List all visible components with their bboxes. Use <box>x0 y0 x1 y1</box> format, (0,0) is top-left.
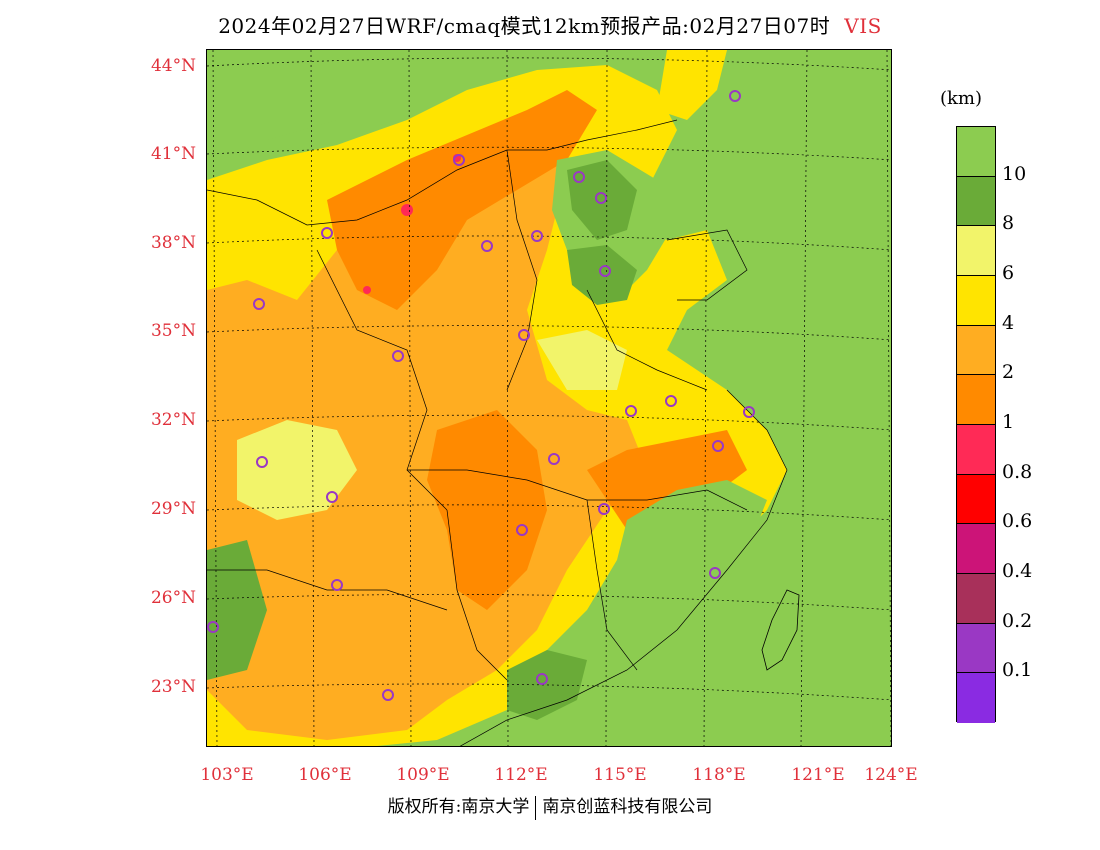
city-markers <box>207 90 755 701</box>
taiwan-island <box>761 589 800 671</box>
lat-label: 38°N <box>150 233 196 253</box>
legend-swatch <box>957 325 995 376</box>
title-main: 2024年02月27日WRF/cmaq模式12km预报产品:02月27日07时 <box>218 14 831 38</box>
legend-swatch <box>957 275 995 326</box>
land-yellow-coast <box>657 50 727 120</box>
legend-label: 8 <box>1002 212 1015 235</box>
legend-label: 2 <box>1002 361 1015 384</box>
legend-label: 6 <box>1002 262 1015 284</box>
land-green <box>207 50 407 160</box>
low-vis-spot <box>401 204 413 216</box>
legend-swatch <box>957 474 995 525</box>
legend-swatch <box>957 424 995 475</box>
legend-swatch <box>957 127 995 177</box>
legend-label: 0.2 <box>1002 609 1033 632</box>
legend-label: 0.1 <box>1002 659 1033 682</box>
land-light-yellow <box>537 330 627 390</box>
title-variable: VIS <box>844 14 882 38</box>
legend-unit: (km) <box>940 88 983 109</box>
land-dark-green <box>567 160 637 240</box>
legend-label: 1 <box>1002 411 1015 433</box>
lon-label: 106°E <box>298 765 352 785</box>
lon-label: 118°E <box>692 765 746 785</box>
copyright-separator <box>535 795 537 820</box>
legend-label: 4 <box>1002 311 1015 334</box>
copyright-right: 南京创蓝科技有限公司 <box>542 797 713 817</box>
land-dark-green <box>207 540 267 680</box>
legend-label: 10 <box>1002 162 1027 185</box>
lat-label: 41°N <box>150 144 196 164</box>
chart-title: 2024年02月27日WRF/cmaq模式12km预报产品:02月27日07时 V… <box>0 10 1100 39</box>
land-orange <box>207 130 647 740</box>
lon-label: 112°E <box>494 765 548 785</box>
lon-label: 124°E <box>864 765 918 785</box>
lon-label: 109°E <box>396 765 450 785</box>
legend-swatch <box>957 623 995 674</box>
lon-label: 115°E <box>593 765 647 785</box>
legend-swatch <box>957 226 995 276</box>
copyright: 版权所有:南京大学 南京创蓝科技有限公司 <box>0 792 1100 820</box>
legend-swatch <box>957 375 995 425</box>
lat-label: 23°N <box>150 677 196 697</box>
visibility-map <box>206 49 892 747</box>
legend-swatch <box>957 524 995 574</box>
legend-swatch <box>957 176 995 227</box>
lon-label: 121°E <box>791 765 845 785</box>
map-svg <box>207 50 891 746</box>
copyright-left: 版权所有:南京大学 <box>387 797 530 817</box>
lat-label: 35°N <box>150 321 196 341</box>
legend-label: 0.6 <box>1002 510 1033 533</box>
lon-label: 103°E <box>200 765 254 785</box>
province-borders <box>207 119 788 746</box>
land-dark-orange <box>327 90 597 310</box>
legend-swatch <box>957 573 995 624</box>
legend-label: 0.8 <box>1002 460 1033 483</box>
legend-label: 0.4 <box>1002 560 1033 582</box>
lat-label: 32°N <box>150 410 196 430</box>
legend-swatch <box>957 673 995 723</box>
land-dark-orange <box>427 410 547 610</box>
legend-color-bar <box>956 126 996 723</box>
lat-label: 44°N <box>150 56 196 76</box>
lat-label: 26°N <box>150 588 196 608</box>
low-vis-spot <box>363 286 371 294</box>
land-dark-orange <box>587 430 747 530</box>
lat-label: 29°N <box>150 499 196 519</box>
